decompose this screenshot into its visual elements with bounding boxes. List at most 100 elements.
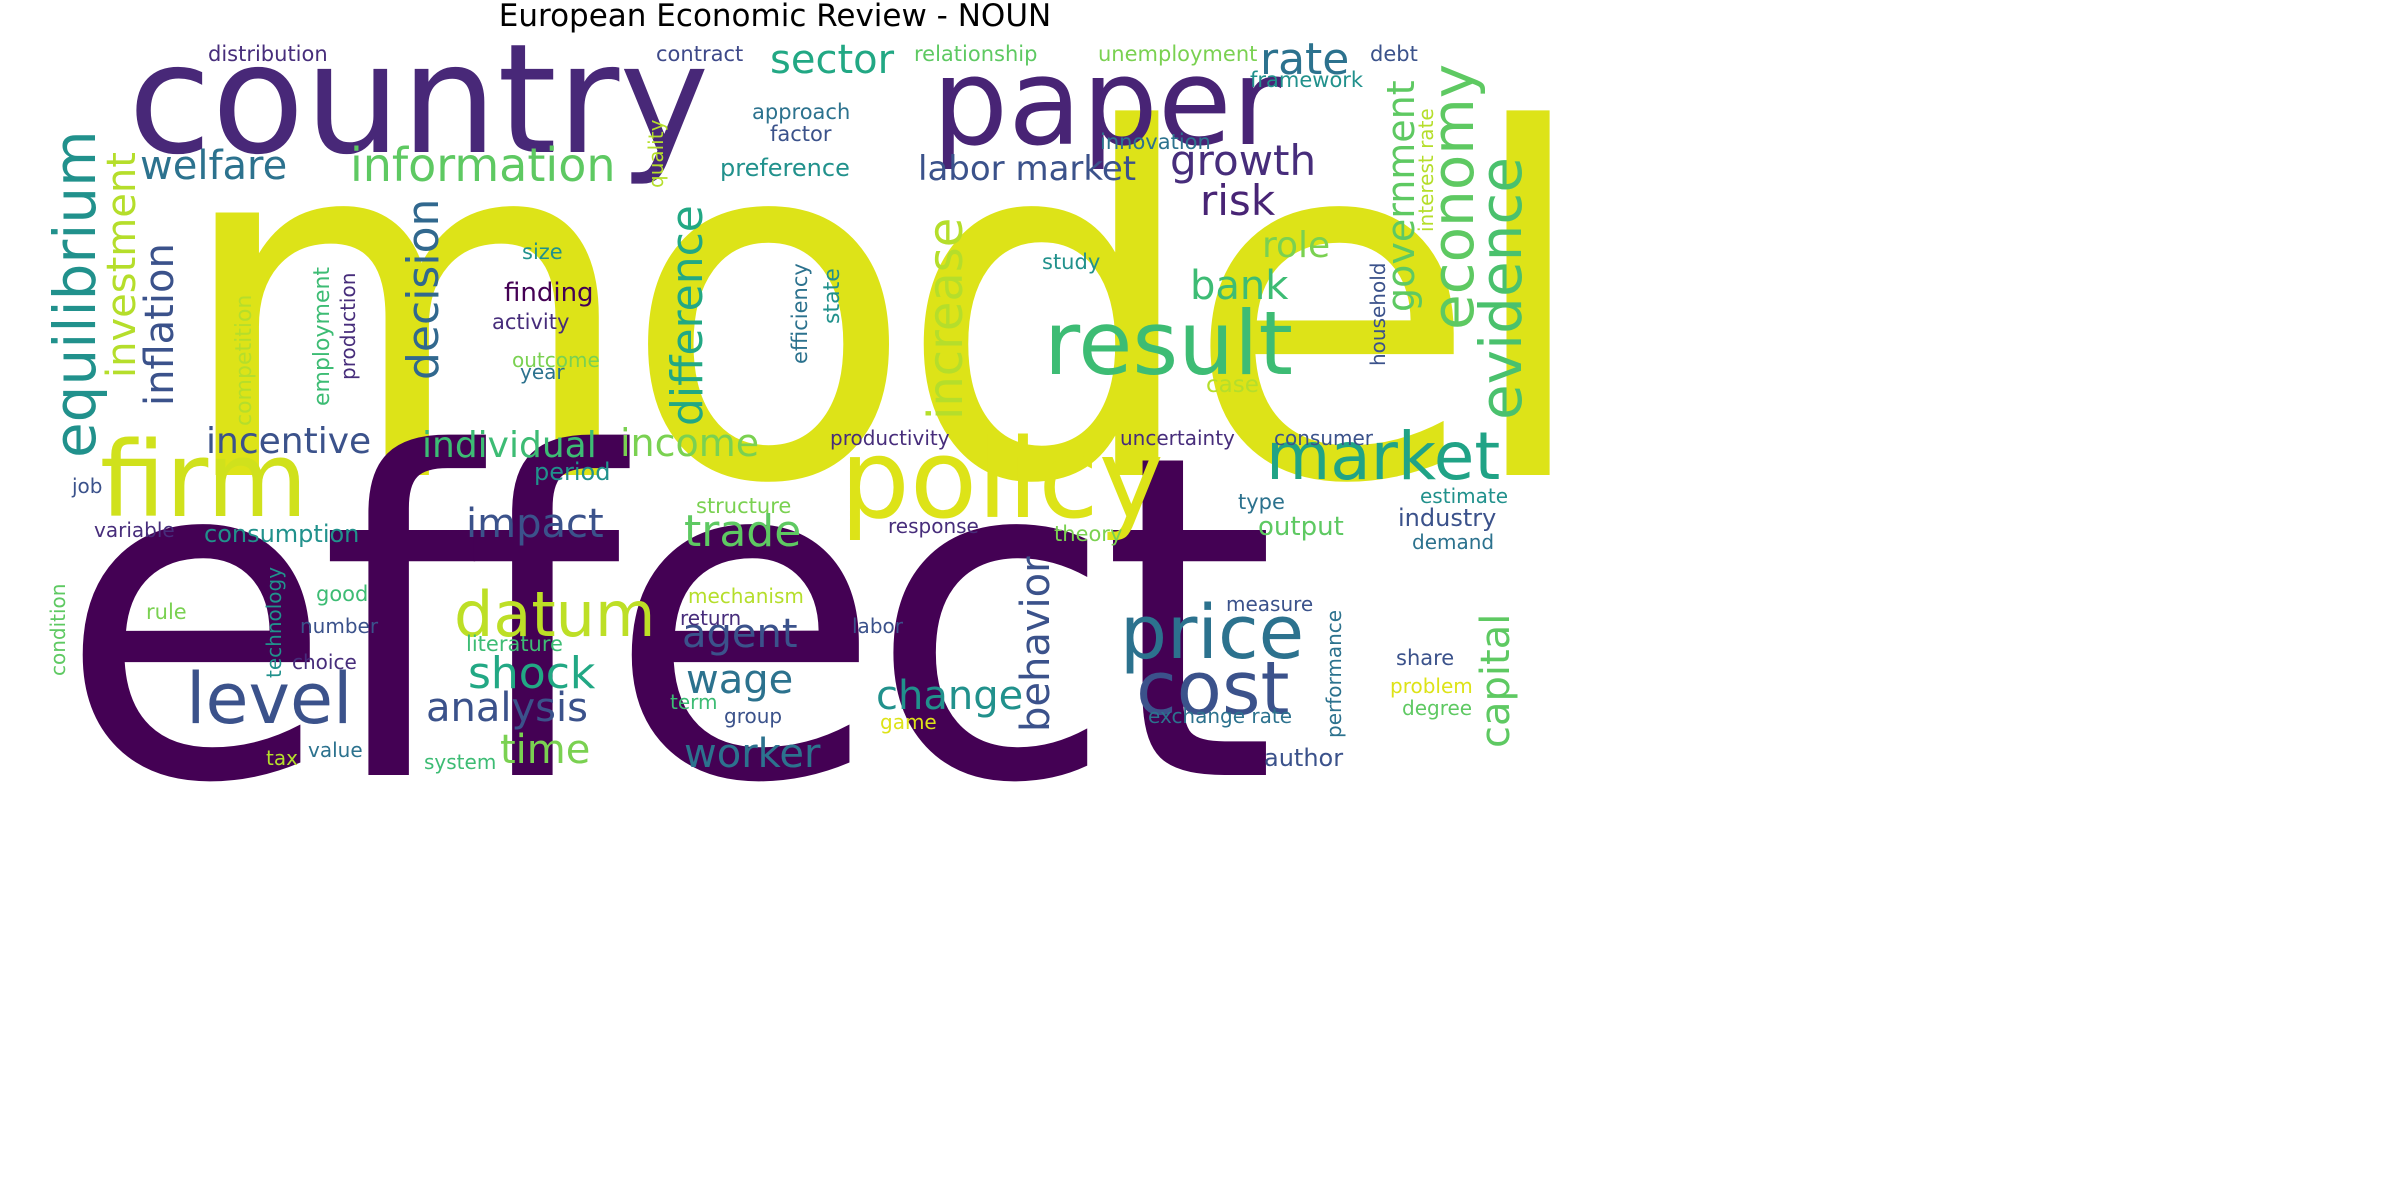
word-variable: variable bbox=[94, 518, 175, 542]
word-finding: finding bbox=[504, 278, 594, 308]
word-consumer: consumer bbox=[1274, 426, 1374, 450]
word-return: return bbox=[680, 606, 742, 630]
word-case: case bbox=[1206, 372, 1259, 398]
word-bank: bank bbox=[1190, 263, 1289, 309]
word-problem: problem bbox=[1390, 674, 1473, 698]
chart-title: European Economic Review - NOUN bbox=[498, 0, 1052, 34]
word-price: price bbox=[1120, 590, 1305, 676]
word-labor-market: labor market bbox=[918, 149, 1137, 189]
word-relationship: relationship bbox=[914, 42, 1038, 66]
word-wage: wage bbox=[686, 657, 794, 703]
word-choice: choice bbox=[292, 650, 357, 674]
word-share: share bbox=[1396, 646, 1455, 670]
word-risk: risk bbox=[1200, 176, 1276, 225]
word-size: size bbox=[522, 240, 563, 264]
word-term: term bbox=[670, 690, 718, 714]
word-labor: labor bbox=[852, 614, 903, 638]
word-year: year bbox=[520, 360, 565, 384]
word-result: result bbox=[1044, 292, 1293, 395]
word-framework: framework bbox=[1250, 68, 1364, 92]
word-incentive: incentive bbox=[206, 421, 372, 462]
word-productivity: productivity bbox=[830, 426, 950, 450]
word-household: household bbox=[1366, 262, 1390, 366]
word-uncertainty: uncertainty bbox=[1120, 426, 1235, 450]
word-worker: worker bbox=[684, 731, 821, 777]
word-investment: investment bbox=[99, 152, 145, 378]
word-shock: shock bbox=[468, 648, 596, 699]
word-evidence: evidence bbox=[1467, 157, 1535, 420]
word-structure: structure bbox=[696, 494, 792, 518]
word-author: author bbox=[1264, 744, 1344, 772]
word-innovation: innovation bbox=[1100, 130, 1211, 154]
word-activity: activity bbox=[492, 310, 570, 334]
word-efficiency: efficiency bbox=[788, 263, 812, 364]
word-market: market bbox=[1266, 418, 1501, 495]
word-value: value bbox=[308, 738, 363, 762]
word-analysis: analysis bbox=[426, 685, 588, 731]
word-estimate: estimate bbox=[1420, 484, 1509, 508]
word-welfare: welfare bbox=[140, 143, 288, 189]
word-agent: agent bbox=[682, 611, 798, 657]
word-good: good bbox=[316, 582, 369, 606]
word-exchange-rate: exchange rate bbox=[1148, 704, 1293, 728]
word-time: time bbox=[500, 727, 591, 773]
word-quality: quality bbox=[644, 119, 668, 188]
word-group: group bbox=[724, 704, 783, 728]
word-consumption: consumption bbox=[204, 520, 360, 548]
word-competition: competition bbox=[232, 294, 257, 426]
word-difference: difference bbox=[662, 205, 713, 426]
word-rule: rule bbox=[146, 600, 187, 624]
word-industry: industry bbox=[1398, 504, 1497, 532]
word-role: role bbox=[1262, 225, 1331, 266]
word-system: system bbox=[424, 750, 497, 774]
word-outcome: outcome bbox=[512, 348, 600, 372]
word-theory: theory bbox=[1054, 522, 1123, 546]
word-type: type bbox=[1238, 490, 1285, 514]
word-level: level bbox=[186, 658, 353, 740]
word-technology: technology bbox=[262, 566, 286, 678]
word-contract: contract bbox=[656, 42, 744, 66]
word-degree: degree bbox=[1402, 696, 1473, 720]
word-increase: increase bbox=[918, 217, 974, 420]
word-study: study bbox=[1042, 250, 1101, 274]
word-income: income bbox=[620, 421, 760, 465]
word-rate: rate bbox=[1260, 34, 1350, 85]
word-cloud: model effect country paper firm policy r… bbox=[0, 0, 1595, 845]
word-impact: impact bbox=[466, 501, 604, 547]
word-trade: trade bbox=[684, 506, 802, 557]
word-change: change bbox=[876, 673, 1024, 719]
word-effect: effect bbox=[58, 359, 1277, 881]
word-paper: paper bbox=[932, 34, 1282, 173]
word-distribution: distribution bbox=[208, 42, 328, 66]
word-interest-rate: interest rate bbox=[1414, 108, 1438, 232]
word-number: number bbox=[300, 614, 379, 638]
word-decision: decision bbox=[398, 198, 449, 380]
word-measure: measure bbox=[1226, 592, 1314, 616]
word-growth: growth bbox=[1170, 136, 1317, 185]
word-unemployment: unemployment bbox=[1098, 42, 1258, 66]
word-equilibrium: equilibrium bbox=[41, 130, 109, 458]
word-cost: cost bbox=[1136, 646, 1290, 732]
word-game: game bbox=[880, 710, 937, 734]
word-factor: factor bbox=[770, 122, 832, 146]
word-response: response bbox=[888, 514, 979, 538]
word-datum: datum bbox=[454, 578, 656, 651]
word-individual: individual bbox=[422, 425, 597, 466]
word-tax: tax bbox=[266, 746, 298, 770]
word-production: production bbox=[336, 272, 360, 380]
word-literature: literature bbox=[466, 632, 563, 656]
word-performance: performance bbox=[1322, 609, 1346, 738]
word-country: country bbox=[128, 11, 710, 188]
word-preference: preference bbox=[720, 154, 850, 182]
word-inflation: inflation bbox=[137, 243, 183, 406]
word-information: information bbox=[350, 138, 616, 192]
word-debt: debt bbox=[1370, 42, 1418, 66]
word-mechanism: mechanism bbox=[688, 584, 804, 608]
word-job: job bbox=[72, 474, 103, 498]
word-output: output bbox=[1258, 512, 1344, 542]
word-capital: capital bbox=[1473, 613, 1519, 748]
word-state: state bbox=[820, 268, 845, 324]
word-model: model bbox=[172, 30, 1595, 589]
word-condition: condition bbox=[46, 583, 70, 676]
word-employment: employment bbox=[310, 266, 335, 406]
